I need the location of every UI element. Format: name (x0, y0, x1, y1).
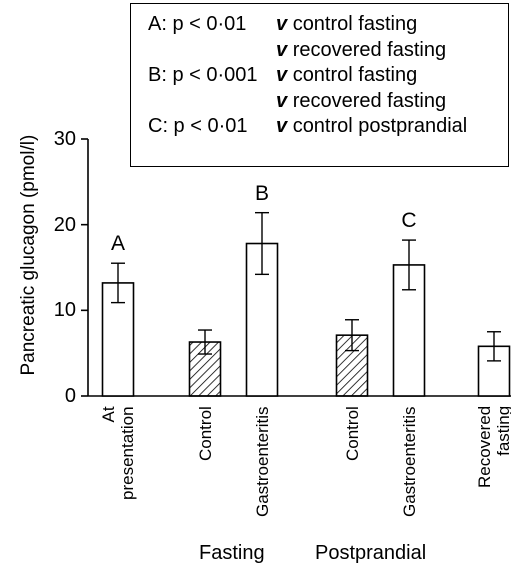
x-tick-label: Gastroenteritis (252, 406, 272, 517)
y-axis-label: Pancreatic glucagon (pmol/l) (18, 134, 39, 376)
y-tick-label: 0 (64, 385, 76, 407)
group-label-fasting: Fasting (199, 542, 265, 564)
legend-comparison: v recovered fasting (276, 89, 447, 112)
x-tick-label: Control (195, 406, 215, 461)
significance-letter: C (401, 209, 417, 233)
x-tick-label: Gastroenteritis (399, 406, 419, 517)
significance-letter: A (110, 232, 125, 256)
y-tick-label: 20 (53, 213, 76, 236)
legend-key: C: p < 0·01 (148, 115, 248, 137)
legend-key: A: p < 0·01 (148, 13, 247, 35)
x-tick-label: Control (342, 406, 362, 461)
x-tick-label: Recovered fasting (475, 405, 511, 488)
y-tick-label: 10 (53, 299, 76, 322)
legend-comparison: v control fasting (276, 13, 418, 35)
significance-letter: B (254, 181, 269, 205)
legend-key: B: p < 0·001 (148, 64, 258, 86)
legend-box (130, 3, 509, 167)
x-tick-label: At presentation (99, 406, 137, 500)
y-tick-label: 30 (53, 128, 76, 150)
legend-comparison: v control postprandial (276, 115, 468, 137)
legend-comparison: v recovered fasting (276, 38, 447, 61)
group-label-postprandial: Postprandial (315, 542, 427, 564)
legend-comparison: v control fasting (276, 64, 418, 86)
